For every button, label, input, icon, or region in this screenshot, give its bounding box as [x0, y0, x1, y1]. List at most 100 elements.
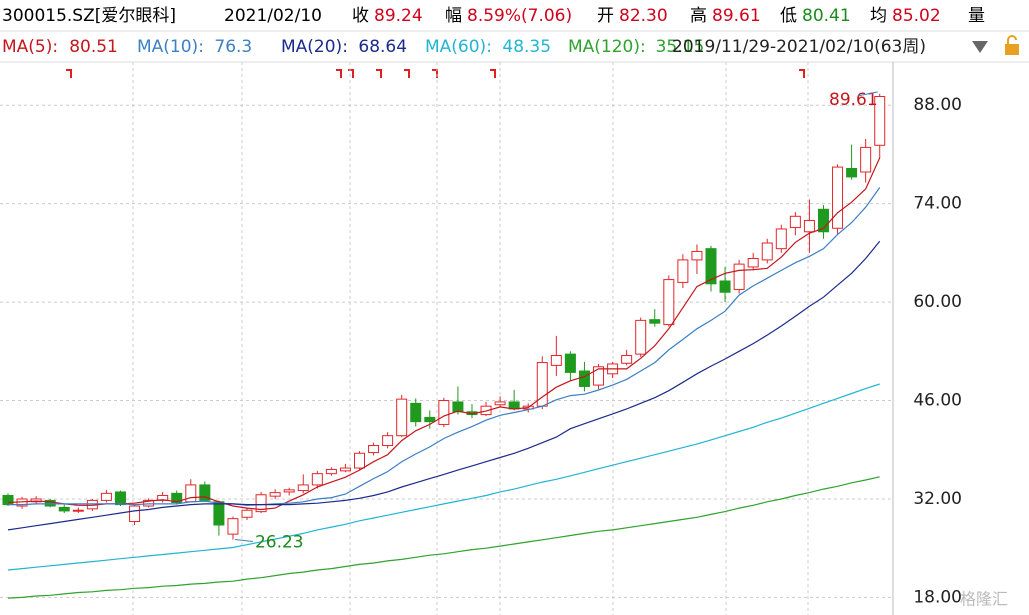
quote-value: 85.02 [892, 6, 941, 26]
quote-label: 幅 [445, 6, 462, 26]
candle-body [480, 405, 492, 416]
legend-value: 80.51 [69, 37, 118, 57]
quote-label: 开 [597, 6, 614, 26]
legend-name: MA(5): [2, 37, 59, 57]
date: 2021/02/10 [224, 6, 322, 26]
legend-value: 68.64 [358, 37, 408, 57]
candle-body [241, 509, 253, 518]
candle-body [775, 228, 787, 250]
quote-label: 高 [690, 6, 707, 26]
candle-body [846, 167, 858, 178]
candle-body [705, 248, 717, 285]
candle-body [635, 319, 647, 355]
quote-value: 80.41 [802, 6, 851, 26]
candle-body [396, 398, 408, 437]
high-arrow [857, 91, 878, 97]
symbol: 300015.SZ[爱尔眼科] [2, 6, 177, 26]
candle-body [832, 166, 844, 229]
candle-body [578, 370, 590, 387]
quote-label: 均 [870, 6, 887, 26]
vertical-grid [132, 62, 809, 615]
candle-body [44, 499, 56, 507]
candle-body [227, 518, 239, 535]
ma-line [7, 157, 881, 511]
quote-value: 89.61 [712, 6, 761, 26]
quote-label: 低 [780, 6, 797, 26]
candle-body [677, 259, 689, 283]
candle-body [874, 95, 886, 146]
period: 2019/11/29-2021/02/10(63周) [672, 37, 926, 57]
candle-body [452, 401, 464, 413]
dropdown-toggle[interactable] [972, 41, 988, 53]
y-tick-label: 46.00 [913, 391, 962, 411]
candle-body [424, 416, 436, 423]
candle-body [747, 257, 759, 268]
legend-value: 35.15 [655, 37, 705, 57]
candle-body [297, 484, 309, 492]
quote-label: 收 [352, 6, 369, 26]
candle-body [550, 355, 562, 366]
candle-body [199, 484, 211, 501]
candle-body [58, 506, 70, 512]
candle-body [733, 263, 745, 290]
candle-body [213, 501, 225, 526]
candle-body [593, 366, 605, 386]
candle-body [354, 452, 365, 469]
quote-label: 量 [968, 6, 985, 26]
candle-body [817, 208, 829, 233]
y-tick-label: 60.00 [913, 292, 962, 312]
candle-body [100, 492, 112, 501]
candle-body [691, 250, 703, 261]
candle-body [269, 492, 281, 497]
candle-body [621, 355, 633, 364]
quote-value: 8.59%(7.06) [467, 6, 573, 26]
candle-body [564, 353, 576, 373]
high-annotation: 89.61 [829, 90, 878, 110]
y-tick-label: 32.00 [913, 489, 962, 509]
legend-name: MA(60): [425, 37, 492, 57]
candle-body [438, 400, 450, 425]
candle-body [311, 473, 323, 486]
ma-line [7, 383, 880, 571]
legend-name: MA(10): [137, 37, 204, 57]
candle-body [30, 498, 42, 503]
y-tick-label: 18.00 [913, 587, 962, 607]
candle-body [129, 505, 141, 522]
ma-line [7, 476, 880, 599]
legend-value: 76.3 [214, 37, 253, 57]
candle-body [803, 220, 815, 233]
candle-body [860, 146, 872, 173]
candle-body [143, 499, 155, 507]
candle-body [789, 215, 801, 229]
low-annotation: 26.23 [255, 533, 304, 553]
ma-line [8, 187, 881, 506]
candle-body [72, 509, 84, 512]
candle-body [157, 494, 169, 501]
event-markers [66, 69, 805, 78]
candle-body [325, 468, 337, 475]
ma-line [7, 240, 881, 531]
candle-body [494, 401, 506, 406]
lock-icon[interactable] [1005, 35, 1019, 55]
y-tick-label: 74.00 [913, 194, 962, 214]
quote-value: 89.24 [374, 6, 423, 26]
candle-body [719, 280, 731, 293]
candle-body [2, 494, 14, 506]
legend-name: MA(120): [568, 37, 646, 57]
candle-body [368, 445, 380, 454]
plot [2, 93, 886, 599]
candle-body [761, 242, 773, 261]
watermark: 格隆汇 [960, 590, 1008, 609]
low-arrow [234, 539, 254, 543]
quote-value: 82.30 [619, 6, 668, 26]
candle-body [410, 402, 422, 423]
candle-body [649, 319, 661, 324]
candle-body [171, 492, 183, 503]
candle-body [255, 494, 267, 513]
candle-body [663, 279, 675, 326]
candle-body [114, 491, 126, 506]
candle-body [339, 467, 351, 472]
y-tick-label: 88.00 [913, 95, 962, 115]
